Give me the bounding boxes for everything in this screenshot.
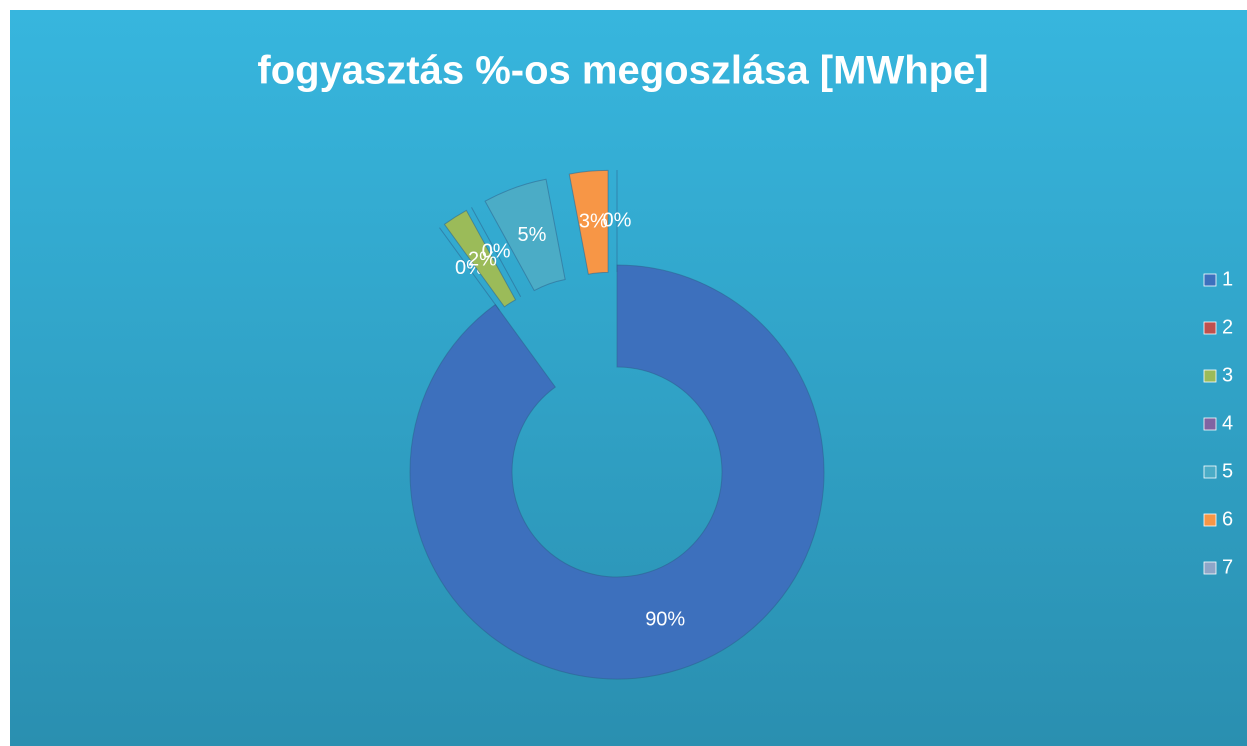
- legend-marker: [1203, 369, 1217, 383]
- legend-label: 2: [1222, 316, 1233, 338]
- slice: [484, 178, 566, 292]
- slice: [409, 264, 825, 680]
- slice: [443, 209, 517, 308]
- slice: [568, 169, 609, 275]
- legend-marker: [1203, 417, 1217, 431]
- legend-label: 4: [1222, 412, 1233, 434]
- data-label: 0%: [482, 240, 511, 262]
- data-label: 0%: [603, 209, 632, 231]
- legend-marker: [1203, 513, 1217, 527]
- legend-label: 1: [1222, 268, 1233, 290]
- legend-label: 7: [1222, 556, 1233, 578]
- data-label: 2%: [468, 248, 497, 270]
- data-label: 5%: [518, 224, 547, 246]
- legend-label: 6: [1222, 508, 1233, 530]
- chart-title: fogyasztás %-os megoszlása [MWhpe]: [257, 49, 988, 93]
- legend-marker: [1203, 561, 1217, 575]
- legend-marker: [1203, 465, 1217, 479]
- legend-marker: [1203, 321, 1217, 335]
- legend-label: 3: [1222, 364, 1233, 386]
- legend-marker: [1203, 273, 1217, 287]
- data-label: 3%: [579, 210, 608, 232]
- legend-label: 5: [1222, 460, 1233, 482]
- data-label: 90%: [645, 609, 685, 631]
